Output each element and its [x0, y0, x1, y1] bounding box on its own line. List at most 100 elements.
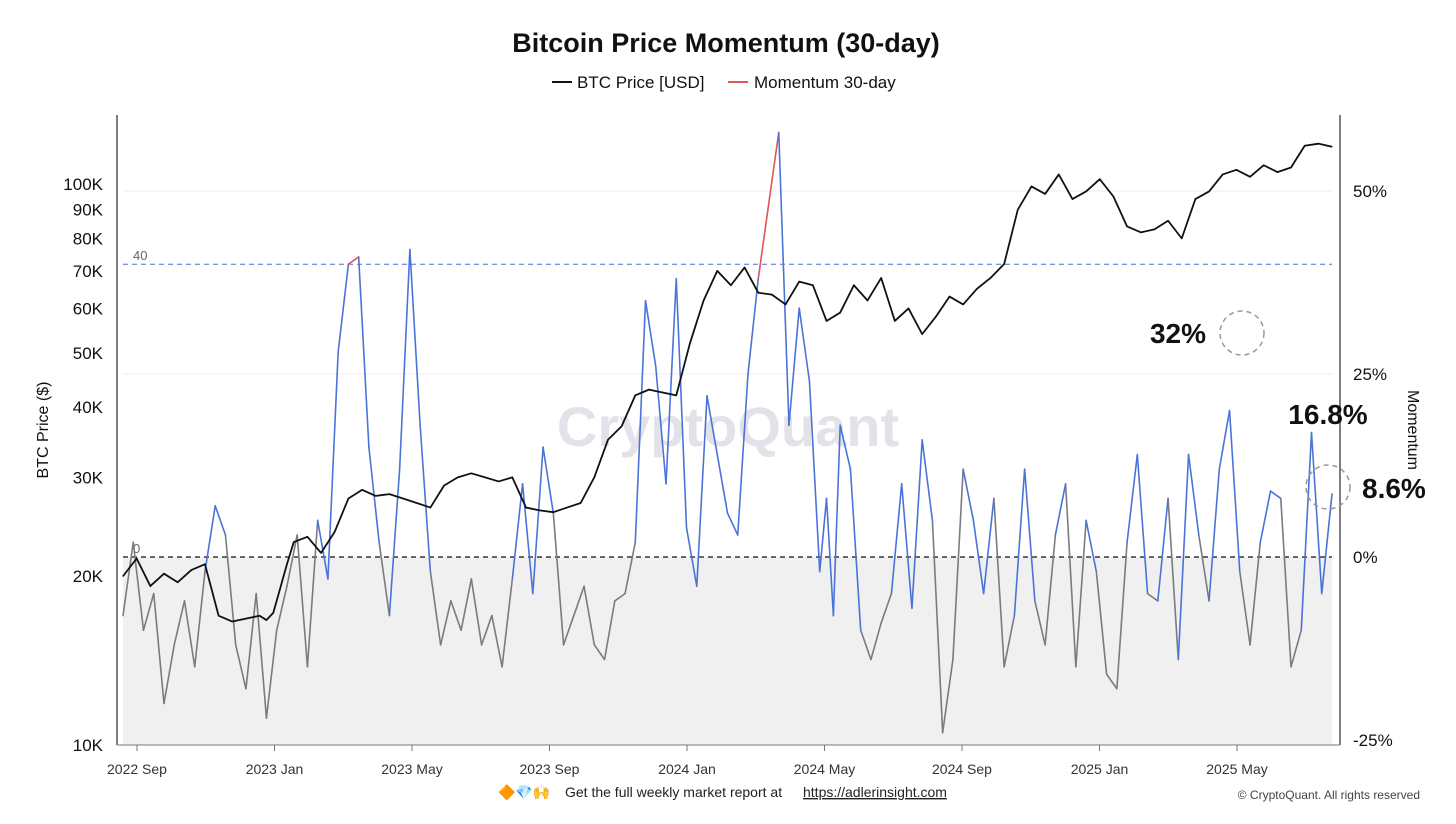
momentum-point: [511, 578, 513, 580]
right-tick-label: -25%: [1353, 731, 1393, 750]
momentum-point: [952, 658, 954, 661]
momentum-point: [521, 483, 524, 485]
momentum-segment: [911, 439, 923, 610]
momentum-point: [1290, 666, 1292, 668]
momentum-point: [1136, 453, 1138, 456]
momentum-point: [849, 468, 852, 470]
momentum-point: [860, 629, 862, 631]
price-point: [866, 299, 869, 302]
momentum-point: [224, 534, 227, 536]
price-point: [484, 476, 486, 478]
momentum-point: [1024, 468, 1026, 470]
momentum-point: [931, 519, 934, 522]
momentum-point: [1085, 519, 1087, 522]
momentum-segment: [624, 541, 637, 595]
momentum-segment: [1136, 453, 1149, 595]
momentum-segment: [1157, 497, 1169, 602]
momentum-point: [1280, 497, 1282, 500]
annotations: 32% 16.8% 8.6%: [1150, 310, 1426, 510]
left-tick-label: 100K: [63, 175, 103, 194]
momentum-segment: [736, 373, 749, 536]
momentum-point: [296, 534, 298, 536]
price-point: [204, 563, 206, 565]
price-point: [1331, 146, 1333, 148]
momentum-segment: [501, 578, 514, 668]
footer: 🔶💎🙌 Get the full weekly market report at…: [498, 784, 1420, 802]
price-point: [293, 541, 295, 543]
momentum-point: [1218, 468, 1220, 470]
footer-link[interactable]: https://adlerinsight.com: [803, 784, 947, 800]
momentum-segment: [1054, 482, 1067, 536]
momentum-point: [153, 593, 155, 595]
price-point: [136, 557, 138, 560]
momentum-point: [880, 622, 882, 624]
momentum-point: [1300, 629, 1302, 631]
momentum-segment: [1259, 490, 1272, 544]
left-tick-label: 50K: [73, 344, 104, 363]
momentum-point: [409, 248, 411, 251]
price-point: [245, 618, 247, 620]
momentum-segment: [777, 131, 790, 427]
momentum-segment: [419, 424, 432, 573]
price-point: [416, 502, 418, 504]
momentum-segment: [347, 256, 360, 266]
price-point: [265, 619, 268, 621]
momentum-point: [1228, 410, 1231, 412]
momentum-segment: [1064, 482, 1077, 668]
momentum-segment: [409, 248, 421, 427]
momentum-point: [624, 593, 626, 595]
price-point: [177, 581, 179, 583]
price-point: [1181, 237, 1183, 239]
momentum-point: [470, 578, 472, 580]
momentum-point: [419, 424, 421, 426]
price-point: [375, 495, 377, 497]
price-point: [190, 569, 192, 571]
momentum-point: [870, 658, 872, 661]
momentum-point: [440, 644, 442, 646]
momentum-point: [583, 585, 585, 587]
x-axis-ticks: 2022 Sep 2023 Jan 2023 May 2023 Sep 2024 Jan…: [107, 745, 1268, 777]
momentum-point: [429, 571, 431, 573]
price-point: [1085, 190, 1087, 193]
momentum-segment: [286, 534, 298, 588]
momentum-segment: [163, 644, 176, 705]
annotation-32-label: 32%: [1150, 318, 1206, 349]
momentum-point: [911, 607, 913, 609]
price-point: [771, 294, 773, 296]
price-point: [935, 316, 937, 318]
left-axis-label: BTC Price ($): [35, 382, 52, 479]
momentum-point: [163, 702, 165, 705]
momentum-point: [481, 644, 483, 646]
price-point: [989, 277, 992, 279]
price-point: [689, 342, 691, 344]
momentum-segment: [962, 468, 975, 522]
right-tick-label: 25%: [1353, 365, 1387, 384]
momentum-segment: [1034, 600, 1046, 646]
momentum-segment: [429, 570, 442, 646]
right-axis-label: Momentum: [1404, 390, 1421, 470]
momentum-point: [194, 666, 196, 668]
price-point: [259, 615, 261, 617]
price-point: [1290, 166, 1292, 169]
momentum-point: [122, 614, 124, 617]
momentum-segment: [931, 519, 944, 734]
momentum-segment: [1218, 409, 1231, 470]
momentum-segment: [1116, 541, 1128, 690]
x-tick-label: 2023 May: [381, 761, 442, 777]
x-tick-label: 2025 Jan: [1071, 761, 1129, 777]
price-point: [539, 509, 541, 511]
momentum-point: [286, 585, 288, 587]
momentum-segment: [1320, 493, 1333, 595]
price-point: [566, 506, 568, 509]
momentum-segment: [644, 299, 657, 368]
momentum-segment: [1249, 541, 1262, 646]
price-point: [634, 394, 636, 396]
annotation-16-8-label: 16.8%: [1288, 399, 1367, 430]
left-tick-label: 90K: [73, 201, 104, 220]
negative-zone: [123, 557, 1332, 745]
momentum-segment: [1146, 592, 1159, 602]
momentum-point: [788, 424, 790, 426]
momentum-point: [1116, 688, 1118, 690]
momentum-segment: [603, 600, 616, 661]
momentum-point: [255, 593, 257, 595]
